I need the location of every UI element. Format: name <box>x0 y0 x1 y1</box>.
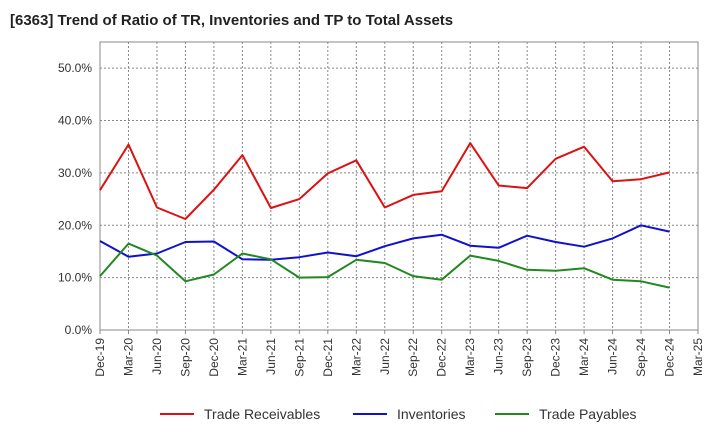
x-tick-label: Mar-22 <box>349 338 363 376</box>
x-tick-label: Dec-19 <box>93 338 107 377</box>
x-tick-label: Dec-23 <box>549 338 563 377</box>
y-tick-label: 10.0% <box>58 271 92 285</box>
series-line-inventories <box>99 224 670 261</box>
x-tick-label: Dec-22 <box>435 338 449 377</box>
legend-label: Inventories <box>397 406 465 422</box>
x-tick-label: Sep-20 <box>178 338 192 377</box>
x-tick-label: Sep-24 <box>634 338 648 377</box>
x-tick-label: Sep-21 <box>292 338 306 377</box>
y-tick-label: 20.0% <box>58 218 92 232</box>
legend-label: Trade Payables <box>539 406 637 422</box>
x-tick-label: Mar-21 <box>235 338 249 376</box>
x-tick-label: Mar-24 <box>577 338 591 376</box>
series-line-trade-payables <box>99 242 670 289</box>
x-tick-label: Dec-21 <box>321 338 335 377</box>
y-tick-label: 30.0% <box>58 166 92 180</box>
x-tick-label: Jun-21 <box>264 338 278 375</box>
x-tick-label: Mar-25 <box>691 338 705 376</box>
legend-label: Trade Receivables <box>204 406 320 422</box>
y-tick-label: 50.0% <box>58 61 92 75</box>
x-tick-label: Jun-23 <box>492 338 506 375</box>
series-line-trade-receivables <box>99 142 670 220</box>
x-tick-label: Dec-20 <box>207 338 221 377</box>
y-tick-label: 40.0% <box>58 114 92 128</box>
x-tick-label: Sep-22 <box>406 338 420 377</box>
plot-area <box>99 41 699 331</box>
x-tick-label: Jun-22 <box>378 338 392 375</box>
x-tick-label: Mar-23 <box>463 338 477 376</box>
x-tick-label: Jun-20 <box>150 338 164 375</box>
x-tick-label: Sep-23 <box>520 338 534 377</box>
y-tick-label: 0.0% <box>65 323 93 337</box>
x-tick-label: Jun-24 <box>606 338 620 375</box>
x-tick-label: Mar-20 <box>121 338 135 376</box>
x-tick-label: Dec-24 <box>663 338 677 377</box>
chart-title: [6363] Trend of Ratio of TR, Inventories… <box>10 12 454 29</box>
